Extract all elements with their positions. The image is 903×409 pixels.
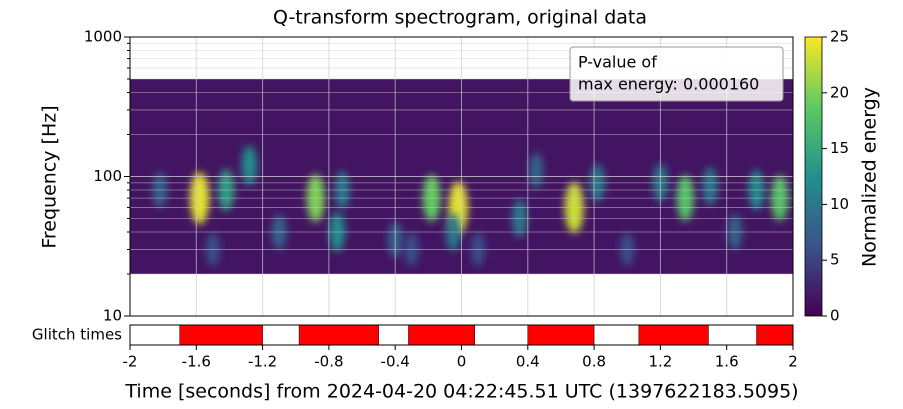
x-axis-label: Time [seconds] from 2024-04-20 04:22:45.…: [124, 381, 798, 403]
x-tick-label: 1.6: [715, 353, 739, 371]
colorbar-tick-label: 20: [830, 83, 849, 101]
annotation-box: [569, 46, 784, 102]
colorbar-tick-label: 0: [830, 307, 840, 325]
colorbar-tick-label: 5: [830, 251, 840, 269]
colorbar-label: Normalized energy: [859, 87, 881, 267]
hotspot: [241, 145, 258, 186]
y-tick-label: 1000: [84, 28, 122, 46]
glitch-label: Glitch times: [32, 326, 122, 344]
y-axis-label: Frequency [Hz]: [39, 105, 61, 248]
chart-title: Q-transform spectrogram, original data: [273, 7, 647, 29]
y-tick-label: 100: [93, 167, 122, 185]
glitch-interval: [638, 324, 709, 346]
colorbar-tick-label: 15: [830, 139, 849, 157]
colorbar: [804, 36, 823, 317]
x-tick-label: 1.2: [648, 353, 672, 371]
x-tick-label: -2: [123, 353, 138, 371]
x-tick-label: -0.8: [314, 353, 343, 371]
x-tick-label: 0: [457, 353, 467, 371]
x-tick-label: 0.8: [582, 353, 606, 371]
glitch-interval: [179, 324, 263, 346]
colorbar-tick-label: 25: [830, 28, 849, 46]
hotspot: [528, 152, 544, 189]
x-tick-label: -1.6: [182, 353, 211, 371]
hotspot: [702, 167, 718, 206]
glitch-interval: [298, 324, 379, 346]
colorbar-tick-label: 10: [830, 195, 849, 213]
x-tick-label: -0.4: [381, 353, 410, 371]
glitch-interval: [408, 324, 476, 346]
x-tick-label: 0.4: [516, 353, 540, 371]
annotation-text: max energy: 0.000160: [578, 75, 759, 94]
glitch-interval: [756, 324, 794, 346]
annotation-text: P-value of: [578, 53, 657, 72]
x-tick-label: 2: [788, 353, 798, 371]
x-tick-label: -1.2: [248, 353, 277, 371]
glitch-interval: [527, 324, 595, 346]
y-tick-label: 10: [103, 307, 122, 325]
plot-frame: [129, 36, 794, 317]
